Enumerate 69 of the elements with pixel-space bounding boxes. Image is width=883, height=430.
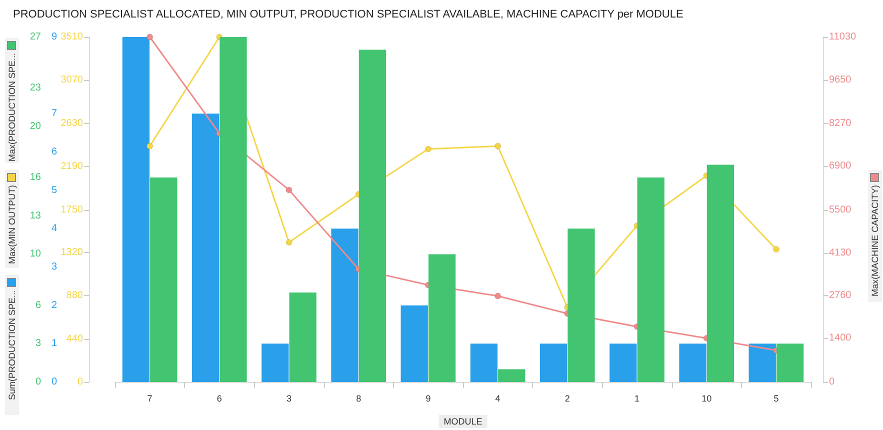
y-tick-label: 9 [51, 32, 58, 42]
y-tick-label: 23 [30, 82, 42, 94]
x-tick-label: 4 [495, 394, 500, 404]
bar [610, 344, 637, 382]
y-tick-label: 6 [35, 300, 42, 311]
x-axis-title: MODULE [444, 416, 482, 426]
point [146, 34, 154, 40]
bar [540, 344, 568, 382]
y2-tick-label: 2760 [829, 290, 852, 302]
y-tick-label: 20 [30, 120, 42, 132]
y-tick-label: 5 [51, 184, 58, 196]
point [494, 292, 502, 300]
x-tick-label: 7 [147, 394, 152, 404]
y2-tick-label: 8270 [829, 118, 852, 129]
legend-label: Max(MIN OUTPUT) [6, 185, 18, 264]
y-tick-label: 6 [51, 146, 58, 158]
bar [568, 228, 595, 382]
y-tick-label: 16 [30, 172, 42, 184]
legend-label: Max(MACHINE CAPACITY) [869, 185, 881, 296]
x-tick-label: 9 [426, 394, 431, 404]
y-tick-label: 10 [30, 248, 42, 260]
y2-tick-label: 1400 [829, 332, 852, 344]
bar [289, 292, 316, 382]
x-tick-label: 6 [216, 394, 222, 404]
y-tick-label: 7 [51, 108, 58, 120]
legend-label: Sum(PRODUCTION SPE... [6, 290, 18, 400]
bar [706, 164, 734, 382]
bar [470, 344, 498, 382]
point [286, 186, 292, 194]
point [772, 246, 780, 253]
chart-title: PRODUCTION SPECIALIST ALLOCATED, MIN OUTPUT, PRODUCTION SPECIALIST AVAILABLE, MACHINE CAPACITY per MODULE [13, 8, 684, 20]
y-tick-label: 4 [51, 223, 58, 234]
y3-tick-label: 1320 [60, 246, 84, 258]
y2-tick-label: 11030 [829, 32, 857, 42]
y-tick-label: 2 [51, 300, 58, 311]
y2-tick-label: 0 [829, 376, 835, 388]
bar [679, 344, 706, 382]
y-tick-label: 27 [30, 32, 42, 42]
y-tick-label: 3 [35, 338, 42, 350]
y3-tick-label: 3510 [60, 32, 84, 42]
x-tick-label: 5 [774, 394, 779, 404]
y-tick-label: 1 [51, 338, 58, 350]
legend-label: Max(PRODUCTION SPE... [6, 53, 18, 162]
y2-tick-label: 6900 [829, 160, 852, 172]
x-tick-label: 3 [286, 394, 292, 404]
y3-tick-label: 440 [66, 333, 84, 344]
y3-tick-label: 2190 [60, 161, 84, 172]
bar [358, 50, 386, 382]
point [494, 142, 502, 150]
point [424, 146, 432, 152]
bar [637, 178, 664, 382]
y3-tick-label: 3070 [60, 74, 84, 86]
y2-tick-label: 9650 [829, 74, 852, 86]
y2-tick-label: 5500 [829, 204, 852, 216]
x-tick-label: 2 [564, 394, 570, 404]
x-tick-label: 1 [634, 394, 640, 404]
y-tick-label: 13 [30, 210, 42, 222]
y-tick-label: 0 [35, 376, 42, 388]
y3-tick-label: 2630 [60, 118, 84, 129]
point [146, 142, 154, 150]
x-tick-label: 10 [702, 394, 712, 404]
y2-tick-label: 4130 [829, 247, 852, 258]
y-tick-label: 3 [51, 262, 58, 272]
y3-tick-label: 0 [77, 376, 84, 388]
x-tick-label: 8 [356, 394, 362, 404]
y3-tick-label: 1750 [60, 204, 84, 216]
y3-tick-label: 880 [66, 290, 84, 302]
point [286, 239, 292, 246]
y-tick-label: 0 [51, 376, 58, 388]
